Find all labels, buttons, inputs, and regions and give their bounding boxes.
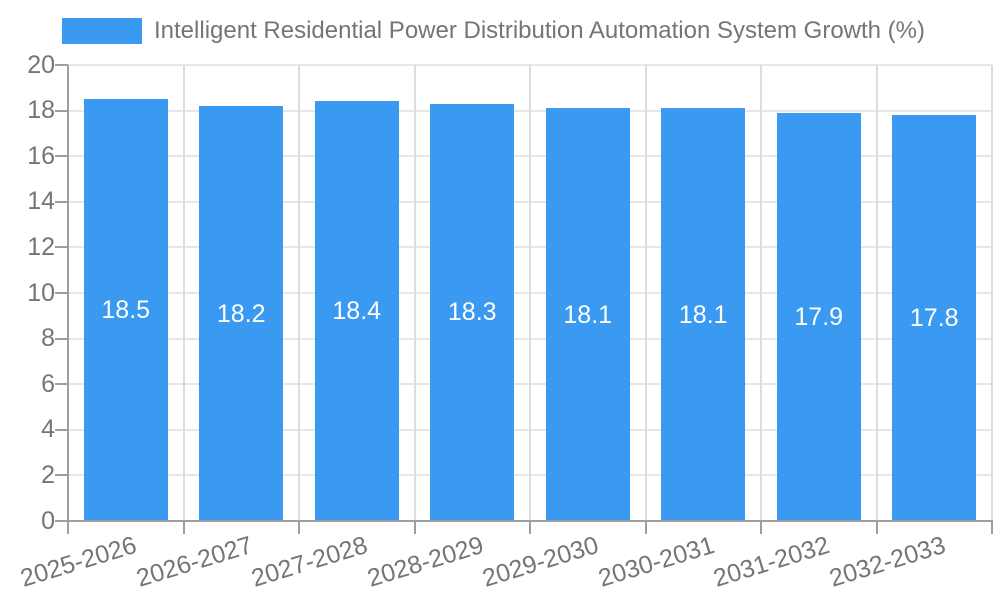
bar-value-label: 17.9	[794, 302, 844, 331]
y-tick-label: 0	[41, 507, 55, 535]
bar[interactable]: 18.4	[314, 101, 399, 521]
legend-swatch-icon[interactable]	[62, 18, 142, 44]
bar-value-label: 18.1	[678, 300, 728, 329]
gridline-vertical	[413, 65, 416, 521]
x-axis-tick	[298, 521, 300, 534]
y-axis-tick	[55, 155, 68, 158]
x-axis-line	[67, 520, 993, 522]
y-tick-label: 6	[41, 370, 55, 398]
y-tick-label: 8	[41, 324, 55, 352]
bar[interactable]: 17.8	[892, 115, 977, 521]
bar-value-label: 18.2	[216, 299, 266, 328]
x-axis-tick	[875, 521, 878, 534]
y-axis-line	[67, 65, 69, 521]
x-axis-tick	[644, 521, 647, 534]
x-axis-tick	[182, 521, 185, 534]
y-axis-tick	[55, 337, 68, 340]
y-tick-label: 4	[41, 415, 55, 443]
x-tick-label: 2025-2026	[17, 531, 140, 593]
bar[interactable]: 18.5	[83, 99, 168, 521]
gridline-vertical	[760, 65, 762, 521]
bar[interactable]: 18.3	[430, 103, 515, 521]
bar[interactable]: 17.9	[776, 112, 861, 521]
gridline-vertical	[298, 65, 300, 521]
bar-value-label: 18.3	[447, 298, 497, 327]
y-tick-label: 18	[27, 96, 55, 124]
y-axis-tick	[55, 383, 68, 386]
y-axis-tick	[55, 109, 68, 112]
gridline-vertical	[991, 65, 993, 521]
bar-value-label: 18.4	[332, 297, 382, 326]
x-tick-label: 2028-2029	[363, 531, 487, 593]
y-axis-tick	[55, 292, 68, 294]
x-axis-tick	[760, 521, 762, 534]
bar[interactable]: 18.2	[199, 106, 284, 521]
y-axis-tick	[55, 474, 68, 477]
y-axis-tick	[55, 246, 68, 249]
y-axis-tick	[55, 520, 68, 522]
y-tick-label: 14	[27, 187, 55, 215]
x-tick-label: 2030-2031	[594, 531, 718, 593]
x-tick-label: 2026-2027	[132, 531, 256, 593]
bar-value-label: 18.5	[101, 296, 151, 325]
gridline-vertical	[644, 65, 647, 521]
y-tick-label: 20	[27, 51, 55, 79]
y-tick-label: 10	[27, 279, 55, 307]
y-tick-label: 2	[41, 461, 55, 489]
y-axis-tick	[55, 200, 68, 203]
y-axis-tick	[55, 428, 68, 431]
x-axis-tick	[413, 521, 416, 534]
y-tick-label: 12	[27, 233, 55, 261]
x-tick-label: 2027-2028	[248, 531, 371, 593]
bar-value-label: 18.1	[563, 300, 613, 329]
gridline-vertical	[875, 65, 878, 521]
x-tick-label: 2029-2030	[479, 531, 602, 593]
bar[interactable]: 18.1	[545, 108, 630, 521]
x-tick-label: 2032-2033	[825, 531, 949, 593]
y-axis-tick	[55, 64, 68, 66]
bar[interactable]: 18.1	[661, 108, 746, 521]
y-tick-label: 16	[27, 142, 55, 170]
x-axis-tick	[67, 521, 69, 534]
gridline-vertical	[182, 65, 185, 521]
chart-title: Intelligent Residential Power Distributi…	[154, 17, 925, 44]
x-axis-tick	[991, 521, 993, 534]
x-axis-tick	[529, 521, 531, 534]
gridline-vertical	[529, 65, 531, 521]
x-tick-label: 2031-2032	[710, 531, 833, 593]
bar-value-label: 17.8	[909, 304, 959, 333]
legend: Intelligent Residential Power Distributi…	[62, 14, 925, 48]
